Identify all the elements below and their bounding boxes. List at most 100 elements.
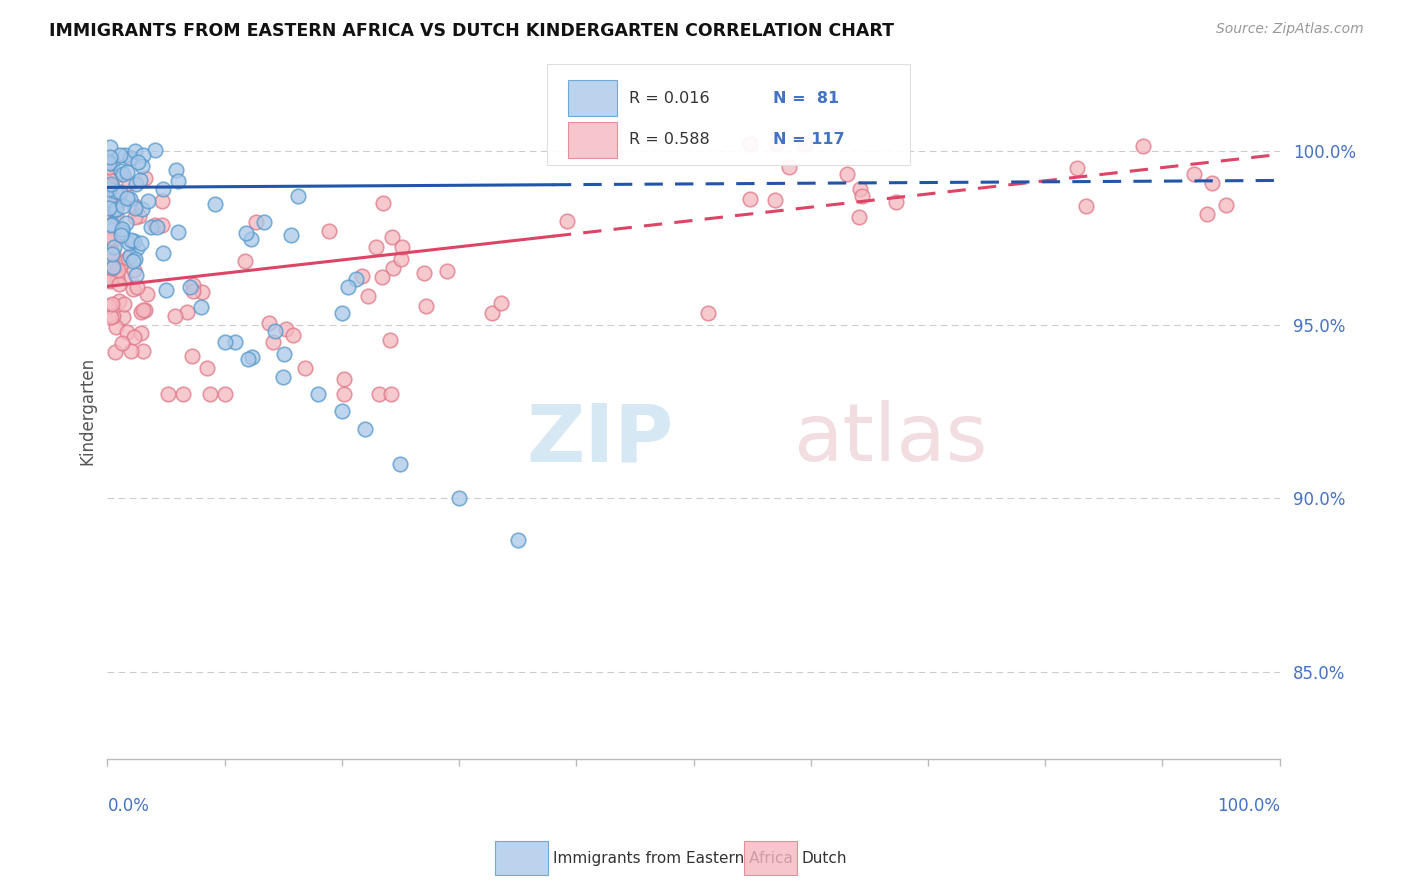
Point — [214, 387, 236, 401]
Point — [108, 148, 131, 162]
Point — [263, 334, 285, 349]
Point — [97, 185, 120, 199]
Text: R = 0.588: R = 0.588 — [628, 132, 710, 147]
Point — [104, 259, 127, 273]
Point — [115, 165, 138, 179]
Point — [378, 333, 401, 347]
Point — [101, 309, 124, 323]
Point — [139, 220, 162, 235]
Point — [98, 274, 121, 288]
Point — [143, 218, 166, 232]
Point — [181, 284, 204, 298]
Point — [835, 167, 858, 181]
Point — [103, 169, 125, 184]
Point — [98, 140, 121, 154]
Point — [166, 225, 188, 239]
Point — [108, 293, 131, 308]
Point — [350, 268, 373, 283]
Point — [115, 191, 138, 205]
Point — [181, 349, 204, 363]
Point — [103, 240, 125, 254]
Point — [100, 247, 122, 261]
Point — [1182, 167, 1205, 181]
Point — [337, 280, 360, 294]
Point — [274, 322, 297, 336]
Point — [224, 335, 246, 350]
Point — [110, 185, 132, 199]
Point — [134, 171, 156, 186]
Point — [97, 202, 120, 216]
Point — [368, 387, 391, 401]
Point — [381, 230, 404, 244]
Point — [235, 226, 257, 240]
Point — [198, 387, 221, 401]
FancyBboxPatch shape — [568, 80, 617, 116]
Point — [104, 202, 127, 216]
Point — [112, 271, 135, 285]
Point — [280, 227, 302, 242]
Point — [240, 232, 263, 246]
Point — [124, 252, 146, 266]
Point — [257, 316, 280, 330]
Point — [697, 306, 720, 320]
Point — [415, 299, 437, 313]
Point — [245, 214, 267, 228]
Point — [131, 202, 153, 216]
Point — [124, 201, 146, 215]
Point — [176, 304, 198, 318]
Point — [105, 270, 128, 285]
Point — [115, 325, 138, 339]
Point — [100, 217, 122, 231]
Point — [100, 219, 122, 233]
Point — [132, 148, 155, 162]
Point — [100, 272, 122, 286]
Point — [330, 404, 353, 418]
Point — [104, 202, 127, 217]
Point — [371, 196, 394, 211]
Point — [181, 277, 204, 292]
Text: Source: ZipAtlas.com: Source: ZipAtlas.com — [1216, 22, 1364, 37]
Point — [131, 159, 153, 173]
Point — [129, 173, 152, 187]
Point — [190, 300, 212, 314]
Point — [152, 246, 174, 260]
Point — [115, 216, 138, 230]
Point — [150, 194, 173, 209]
Text: R = 0.016: R = 0.016 — [628, 91, 710, 105]
Point — [165, 309, 187, 323]
Point — [101, 297, 124, 311]
Point — [273, 347, 295, 361]
Point — [97, 160, 120, 174]
Point — [738, 136, 761, 151]
Point — [118, 151, 141, 165]
Point — [122, 263, 145, 277]
Point — [118, 249, 141, 263]
Y-axis label: Kindergarten: Kindergarten — [79, 358, 96, 466]
Point — [131, 236, 153, 251]
Point — [236, 352, 259, 367]
Point — [114, 148, 136, 162]
Point — [107, 277, 129, 292]
Point — [155, 283, 177, 297]
Point — [1132, 139, 1154, 153]
Point — [122, 330, 145, 344]
Point — [253, 215, 276, 229]
Text: IMMIGRANTS FROM EASTERN AFRICA VS DUTCH KINDERGARTEN CORRELATION CHART: IMMIGRANTS FROM EASTERN AFRICA VS DUTCH … — [49, 22, 894, 40]
Point — [240, 350, 263, 364]
Point — [111, 225, 134, 239]
Point — [104, 184, 127, 198]
Point — [110, 227, 132, 242]
Point — [389, 457, 412, 471]
Point — [264, 324, 287, 338]
Point — [128, 209, 150, 223]
Point — [851, 189, 873, 203]
Point — [97, 192, 120, 206]
Point — [103, 197, 125, 211]
Point — [122, 234, 145, 248]
Point — [111, 222, 134, 236]
Point — [794, 136, 817, 151]
Point — [121, 282, 143, 296]
Point — [233, 254, 256, 268]
FancyBboxPatch shape — [568, 121, 617, 158]
Text: N = 117: N = 117 — [773, 132, 845, 147]
